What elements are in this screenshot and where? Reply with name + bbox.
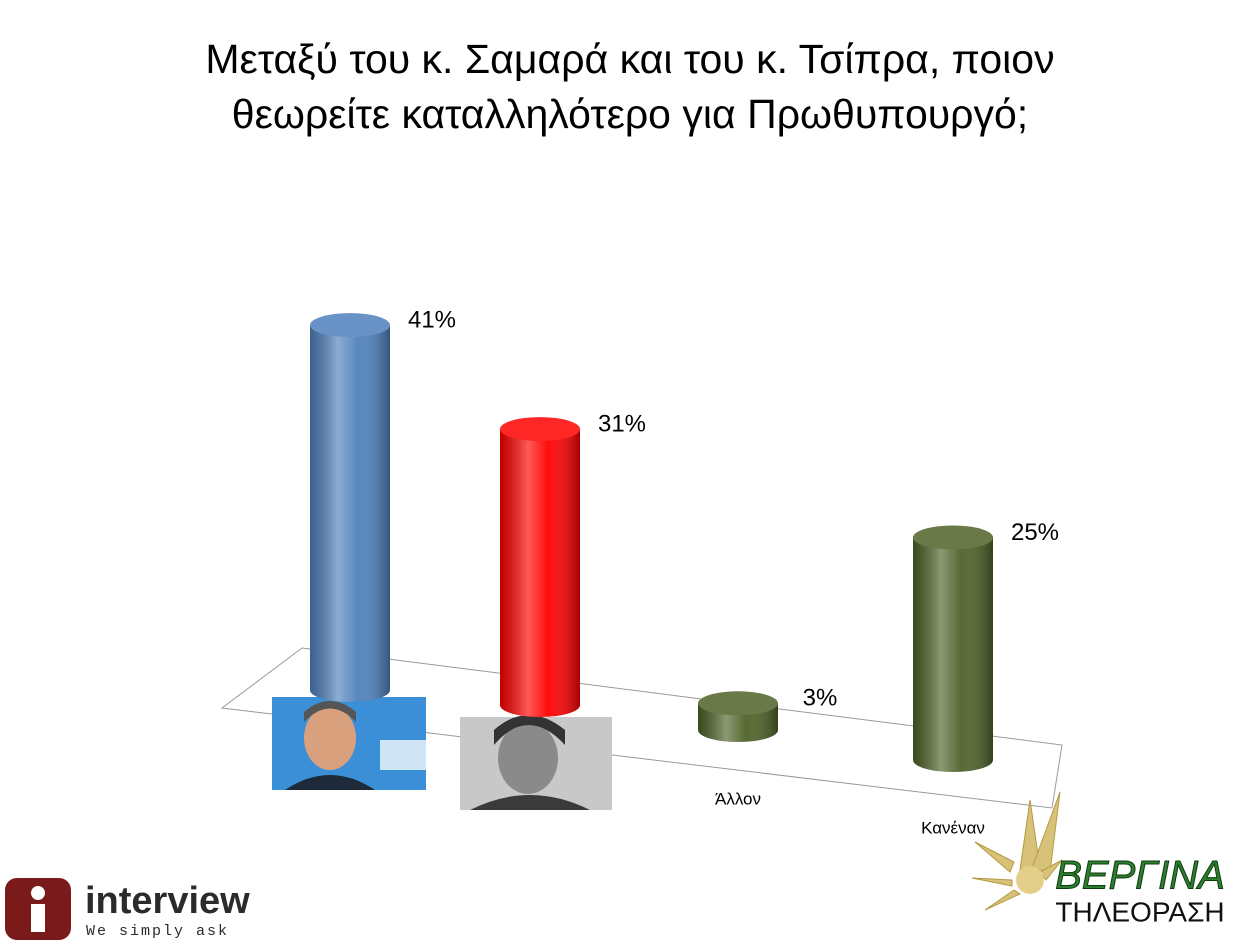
bar-top — [913, 525, 993, 550]
logo-text: ΒΕΡΓΙΝΑ — [1055, 854, 1225, 898]
bar-top — [698, 691, 778, 716]
value-label: 3% — [803, 685, 838, 712]
logo-tagline: ΤΗΛΕΟΡΑΣΗ — [1055, 896, 1224, 927]
value-label: 25% — [1011, 519, 1059, 546]
logo-text: interview — [85, 880, 250, 922]
value-label: 41% — [408, 306, 456, 333]
x-tick-label: Άλλον — [715, 789, 761, 808]
bar-shade — [500, 429, 580, 717]
bar-top-shade — [500, 417, 580, 442]
bar-top-shade — [913, 525, 993, 550]
bar-top-shade — [310, 313, 390, 338]
bar-top — [310, 313, 390, 338]
bar-top-shade — [698, 691, 778, 716]
logo-tagline: We simply ask — [86, 923, 229, 940]
chart-title: Μεταξύ του κ. Σαμαρά και του κ. Τσίπρα, … — [205, 36, 1055, 137]
x-tick-label: Κανέναν — [921, 818, 985, 837]
photo-2 — [460, 715, 612, 810]
vergina-logo: ΒΕΡΓΙΝΑ ΤΗΛΕΟΡΑΣΗ — [971, 791, 1225, 927]
bar-shade — [310, 325, 390, 702]
value-label: 31% — [598, 410, 646, 437]
photo-1 — [272, 697, 426, 790]
bar-top — [500, 417, 580, 442]
bar-shade — [913, 537, 993, 772]
interview-logo: interview We simply ask — [5, 878, 250, 940]
floor — [220, 647, 1063, 809]
